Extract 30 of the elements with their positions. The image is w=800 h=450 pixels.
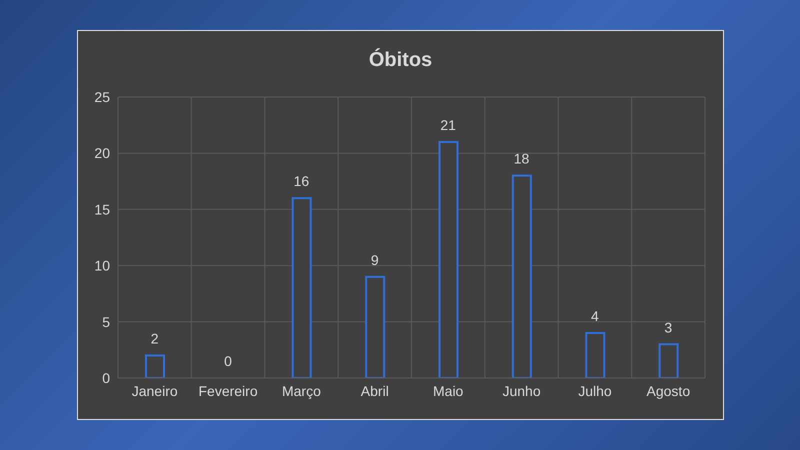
data-label: 21 xyxy=(440,116,456,133)
bar xyxy=(145,354,165,378)
y-tick-label: 5 xyxy=(102,314,110,330)
data-label: 4 xyxy=(591,308,600,324)
bar xyxy=(512,174,532,378)
x-tick-label: Abril xyxy=(360,382,389,399)
x-tick-label: Maio xyxy=(433,382,464,399)
y-tick-label: 15 xyxy=(94,201,110,218)
bar xyxy=(438,140,458,378)
data-label: 18 xyxy=(514,150,530,167)
bar xyxy=(292,197,312,378)
data-label: 9 xyxy=(370,252,379,268)
bar xyxy=(658,343,679,378)
data-label: 3 xyxy=(664,319,672,336)
x-tick-label: Junho xyxy=(502,382,541,399)
x-tick-label: Março xyxy=(282,382,322,399)
data-label: 16 xyxy=(294,173,310,190)
data-label: 2 xyxy=(150,330,159,347)
data-label: 0 xyxy=(224,353,232,369)
x-tick-label: Agosto xyxy=(646,382,690,399)
chart-title: Óbitos xyxy=(368,49,434,72)
y-tick-label: 25 xyxy=(94,88,110,105)
x-tick-label: Janeiro xyxy=(132,382,178,399)
x-tick-label: Julho xyxy=(578,382,612,399)
y-tick-label: 10 xyxy=(94,258,110,274)
bar xyxy=(585,332,606,378)
x-tick-label: Fevereiro xyxy=(198,382,258,399)
bar xyxy=(365,276,386,378)
y-tick-label: 20 xyxy=(94,145,110,162)
y-tick-label: 0 xyxy=(102,370,110,386)
